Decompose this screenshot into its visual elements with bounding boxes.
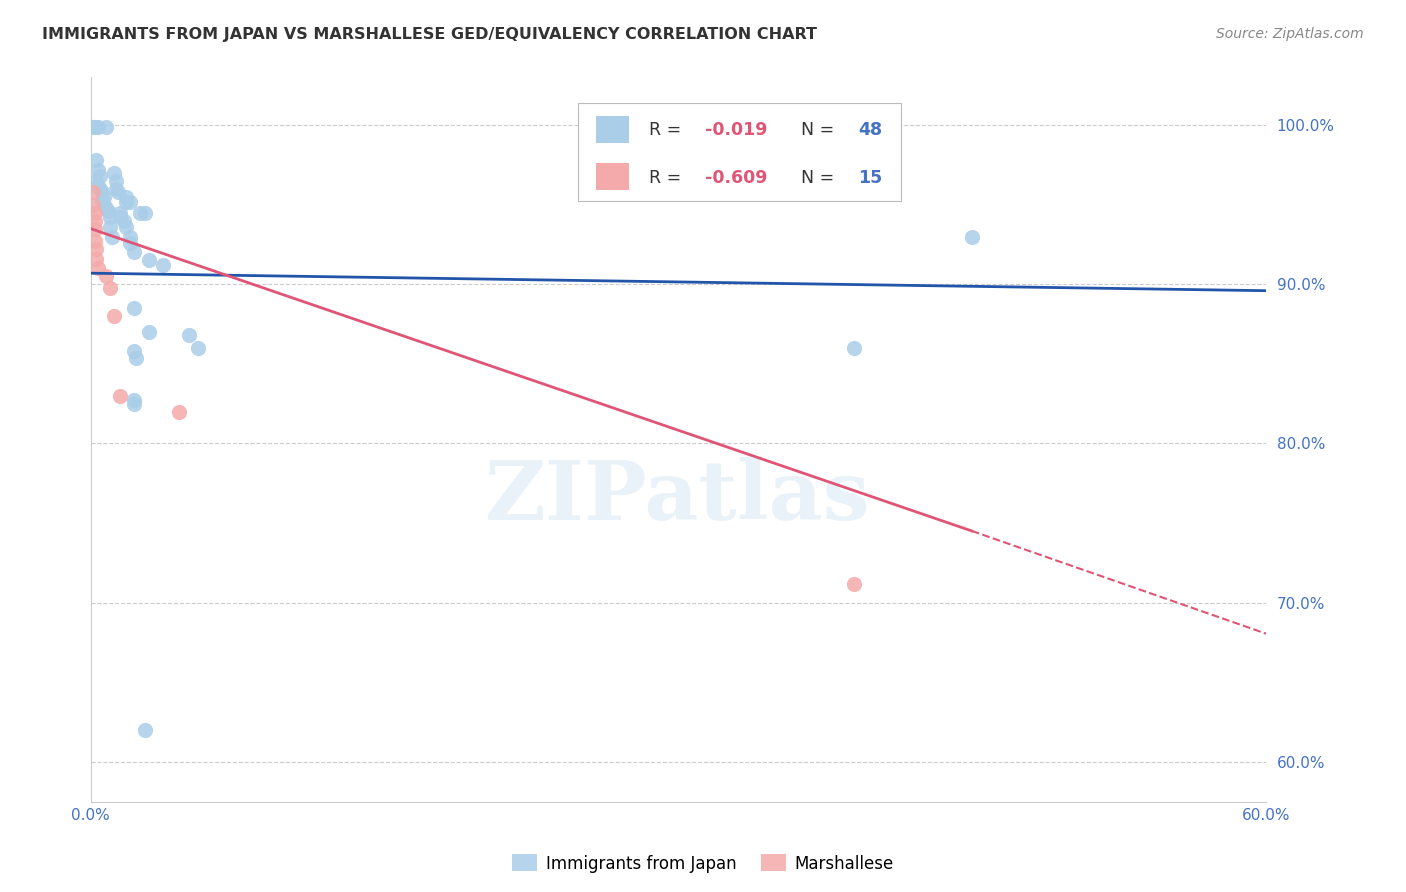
Text: 48: 48: [858, 121, 882, 139]
Point: [82, 185, 104, 199]
Point: [122, 393, 145, 408]
FancyBboxPatch shape: [596, 116, 628, 143]
Text: IMMIGRANTS FROM JAPAN VS MARSHALLESE GED/EQUIVALENCY CORRELATION CHART: IMMIGRANTS FROM JAPAN VS MARSHALLESE GED…: [42, 27, 817, 42]
Text: 15: 15: [858, 169, 882, 186]
Point: [87, 120, 110, 134]
Point: [87, 178, 110, 193]
Point: [87, 162, 110, 177]
Point: [82, 198, 104, 212]
Text: N =: N =: [790, 169, 839, 186]
Point: [118, 235, 141, 250]
Point: [89, 169, 111, 183]
Point: [93, 198, 115, 212]
Point: [83, 205, 105, 219]
FancyBboxPatch shape: [596, 163, 628, 190]
Text: R =: R =: [648, 121, 686, 139]
Text: Source: ZipAtlas.com: Source: ZipAtlas.com: [1216, 27, 1364, 41]
Point: [96, 269, 118, 284]
Point: [82, 120, 104, 134]
Point: [86, 153, 108, 168]
Point: [187, 341, 209, 355]
Legend: Immigrants from Japan, Marshallese: Immigrants from Japan, Marshallese: [506, 847, 900, 880]
Point: [83, 221, 105, 235]
Point: [112, 213, 135, 227]
Point: [122, 245, 145, 260]
Point: [86, 252, 108, 266]
Point: [115, 220, 138, 235]
Point: [108, 211, 131, 225]
Point: [98, 220, 121, 235]
Point: [115, 190, 138, 204]
Point: [107, 185, 129, 199]
Point: [93, 190, 115, 204]
Text: R =: R =: [648, 169, 686, 186]
Point: [98, 211, 121, 225]
Point: [115, 194, 138, 209]
Point: [96, 201, 118, 215]
Text: -0.019: -0.019: [706, 121, 768, 139]
Point: [128, 205, 150, 219]
Point: [844, 576, 866, 591]
Point: [105, 182, 128, 196]
Point: [122, 301, 145, 316]
Point: [124, 351, 146, 365]
Point: [91, 185, 114, 199]
Point: [108, 205, 131, 219]
FancyBboxPatch shape: [578, 103, 901, 201]
Point: [960, 229, 983, 244]
Point: [152, 258, 174, 272]
Point: [98, 280, 121, 294]
Point: [83, 213, 105, 227]
Point: [97, 204, 120, 219]
Point: [134, 205, 156, 219]
Point: [167, 404, 190, 418]
Point: [844, 341, 866, 355]
Point: [134, 723, 156, 737]
Point: [118, 229, 141, 244]
Text: ZIPatlas: ZIPatlas: [485, 458, 870, 537]
Point: [83, 235, 105, 249]
Point: [122, 397, 145, 411]
Point: [103, 166, 125, 180]
Text: -0.609: -0.609: [706, 169, 768, 186]
Point: [89, 182, 111, 196]
Point: [86, 174, 108, 188]
Point: [105, 174, 128, 188]
Text: N =: N =: [790, 121, 839, 139]
Point: [108, 389, 131, 403]
Point: [138, 253, 160, 268]
Point: [101, 229, 124, 244]
Point: [138, 325, 160, 339]
Point: [177, 328, 200, 343]
Point: [87, 261, 110, 276]
Point: [118, 194, 141, 209]
Point: [91, 193, 114, 207]
Point: [103, 309, 125, 323]
Point: [96, 120, 118, 134]
Point: [83, 120, 105, 134]
Point: [86, 242, 108, 256]
Point: [122, 344, 145, 359]
